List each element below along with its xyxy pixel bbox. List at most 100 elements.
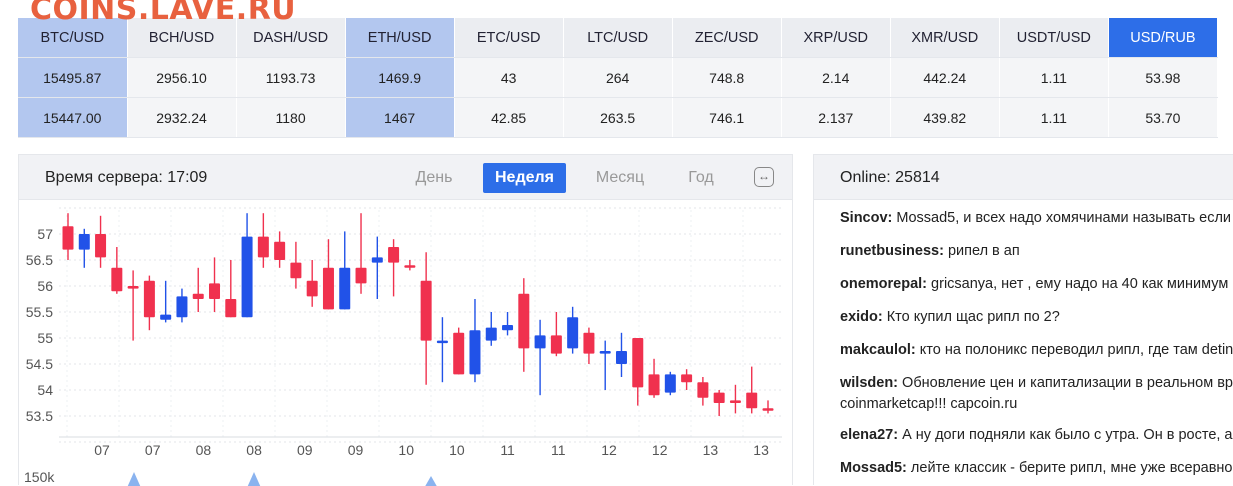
- x-tick-label: 08: [196, 442, 212, 458]
- x-tick-label: 11: [500, 442, 515, 458]
- candle-body: [436, 340, 448, 344]
- x-tick-label: 09: [297, 442, 313, 458]
- rate-cell: 264: [563, 57, 673, 98]
- candle-body: [322, 267, 334, 310]
- pair-header[interactable]: BTC/USD: [18, 18, 128, 58]
- rate-cell: 53.98: [1108, 57, 1219, 98]
- rate-cell: 748.8: [672, 57, 782, 98]
- rate-cell: 439.82: [890, 97, 1000, 138]
- rate-cell: 2956.10: [127, 57, 237, 98]
- y-tick-label: 55.5: [26, 304, 53, 320]
- chat-text: Обновление цен и капитализации в реально…: [902, 375, 1233, 391]
- pair-header[interactable]: XMR/USD: [890, 18, 1000, 58]
- site-logo[interactable]: COINS.LAVE.RU: [30, 0, 297, 27]
- rate-cell: 1.11: [999, 57, 1109, 98]
- y-tick-label: 53.5: [26, 408, 53, 424]
- expand-horizontal-icon[interactable]: ↔: [754, 167, 774, 187]
- chat-header: Online: 25814: [814, 155, 1233, 200]
- x-tick-label: 12: [652, 442, 668, 458]
- candle-body: [485, 327, 497, 341]
- tab-month[interactable]: Месяц: [595, 169, 645, 186]
- candle-body: [567, 317, 579, 349]
- volume-peak: [247, 472, 261, 486]
- y-tick-label: 56.5: [26, 252, 53, 268]
- chat-message: Sincov: Mossad5, и всех надо хомячинами …: [840, 208, 1233, 229]
- candle-body: [632, 338, 644, 388]
- tab-week[interactable]: Неделя: [483, 163, 566, 193]
- chat-username[interactable]: wilsden:: [840, 375, 899, 391]
- rate-cell: 1469.9: [345, 57, 455, 98]
- x-tick-label: 13: [703, 442, 719, 458]
- candle-body: [62, 226, 74, 250]
- chat-username[interactable]: runetbusiness:: [840, 243, 944, 259]
- candle-body: [697, 382, 709, 398]
- candlestick-chart[interactable]: 57 56.5 56 55.5 55 54.5 54 53.5 07 07 08 08 09 09 10 10…: [19, 200, 792, 486]
- x-tick-label: 07: [94, 442, 110, 458]
- online-count: Online: 25814: [840, 169, 940, 186]
- candle-body: [143, 280, 155, 318]
- chat-messages: Sincov: Mossad5, и всех надо хомячинами …: [840, 208, 1233, 485]
- tab-year[interactable]: Год: [688, 169, 714, 186]
- rate-cell: 746.1: [672, 97, 782, 138]
- rates-row: 15447.00 2932.24 1180 1467 42.85 263.5 746.1 2.…: [18, 97, 1219, 138]
- x-tick-label: 09: [348, 442, 364, 458]
- candle-body: [469, 330, 481, 375]
- chat-text: coinmarketcap!!! capcoin.ru: [840, 396, 1018, 412]
- y-tick-label: 54: [37, 382, 53, 398]
- chat-text: Mossad5, и всех надо хомячинами называть…: [896, 210, 1233, 226]
- rate-cell: 43: [454, 57, 564, 98]
- pair-header[interactable]: USDT/USD: [999, 18, 1109, 58]
- candle-body: [746, 392, 758, 409]
- candle-body: [713, 392, 725, 403]
- chat-username[interactable]: Sincov:: [840, 210, 893, 226]
- chat-username[interactable]: elena27:: [840, 427, 899, 443]
- y-tick-label: 57: [37, 226, 53, 242]
- candle-body: [176, 296, 188, 318]
- candle-body: [339, 267, 351, 310]
- candle-body: [681, 374, 693, 383]
- chat-username[interactable]: exido:: [840, 309, 883, 325]
- candle-body: [615, 351, 627, 364]
- candle-body: [192, 293, 204, 299]
- y-tick-label: 55: [37, 330, 53, 346]
- pair-header[interactable]: XRP/USD: [781, 18, 891, 58]
- pair-header[interactable]: ETC/USD: [454, 18, 564, 58]
- candle-body: [95, 234, 107, 258]
- candle-body: [762, 408, 774, 411]
- chat-text: gricsanya, нет , ему надо на 40 как мини…: [931, 276, 1233, 292]
- candle-body: [648, 374, 660, 396]
- rate-cell: 1193.73: [236, 57, 346, 98]
- y-tick-label: 54.5: [26, 356, 53, 372]
- pair-header[interactable]: BCH/USD: [127, 18, 237, 58]
- pair-header[interactable]: USD/RUB: [1108, 18, 1219, 58]
- candle-body: [257, 236, 269, 258]
- chat-username[interactable]: onemorepal:: [840, 276, 928, 292]
- candle-body: [453, 332, 465, 375]
- candle-body: [404, 265, 416, 268]
- candle-body: [583, 332, 595, 354]
- candle-body: [209, 283, 221, 299]
- chart-panel: Время сервера: 17:09 День Неделя Месяц Г…: [18, 154, 793, 486]
- chat-text: Кто купил щас рипл по 2?: [886, 309, 1060, 325]
- volume-peak: [127, 472, 141, 486]
- pair-header[interactable]: ZEC/USD: [672, 18, 782, 58]
- rate-cell: 442.24: [890, 57, 1000, 98]
- chat-text: кто на полоникс переводил рипл, где там …: [919, 342, 1233, 358]
- candle-body: [306, 280, 318, 297]
- rate-cell: 53.70: [1108, 97, 1219, 138]
- chart-header: Время сервера: 17:09 День Неделя Месяц Г…: [19, 155, 792, 200]
- chat-username[interactable]: Mossad5:: [840, 460, 907, 476]
- candle-body: [225, 299, 237, 318]
- pair-header[interactable]: DASH/USD: [236, 18, 346, 58]
- x-tick-label: 08: [246, 442, 262, 458]
- candle-body: [729, 400, 741, 403]
- pair-header[interactable]: LTC/USD: [563, 18, 673, 58]
- pair-header[interactable]: ETH/USD: [345, 18, 455, 58]
- chat-username[interactable]: makcaulol:: [840, 342, 916, 358]
- chat-panel: Online: 25814 Sincov: Mossad5, и всех на…: [813, 154, 1233, 485]
- candle-body: [550, 335, 562, 354]
- tab-day[interactable]: День: [415, 169, 453, 186]
- candle-body: [664, 374, 676, 393]
- x-tick-label: 07: [145, 442, 161, 458]
- candle-body: [160, 314, 172, 320]
